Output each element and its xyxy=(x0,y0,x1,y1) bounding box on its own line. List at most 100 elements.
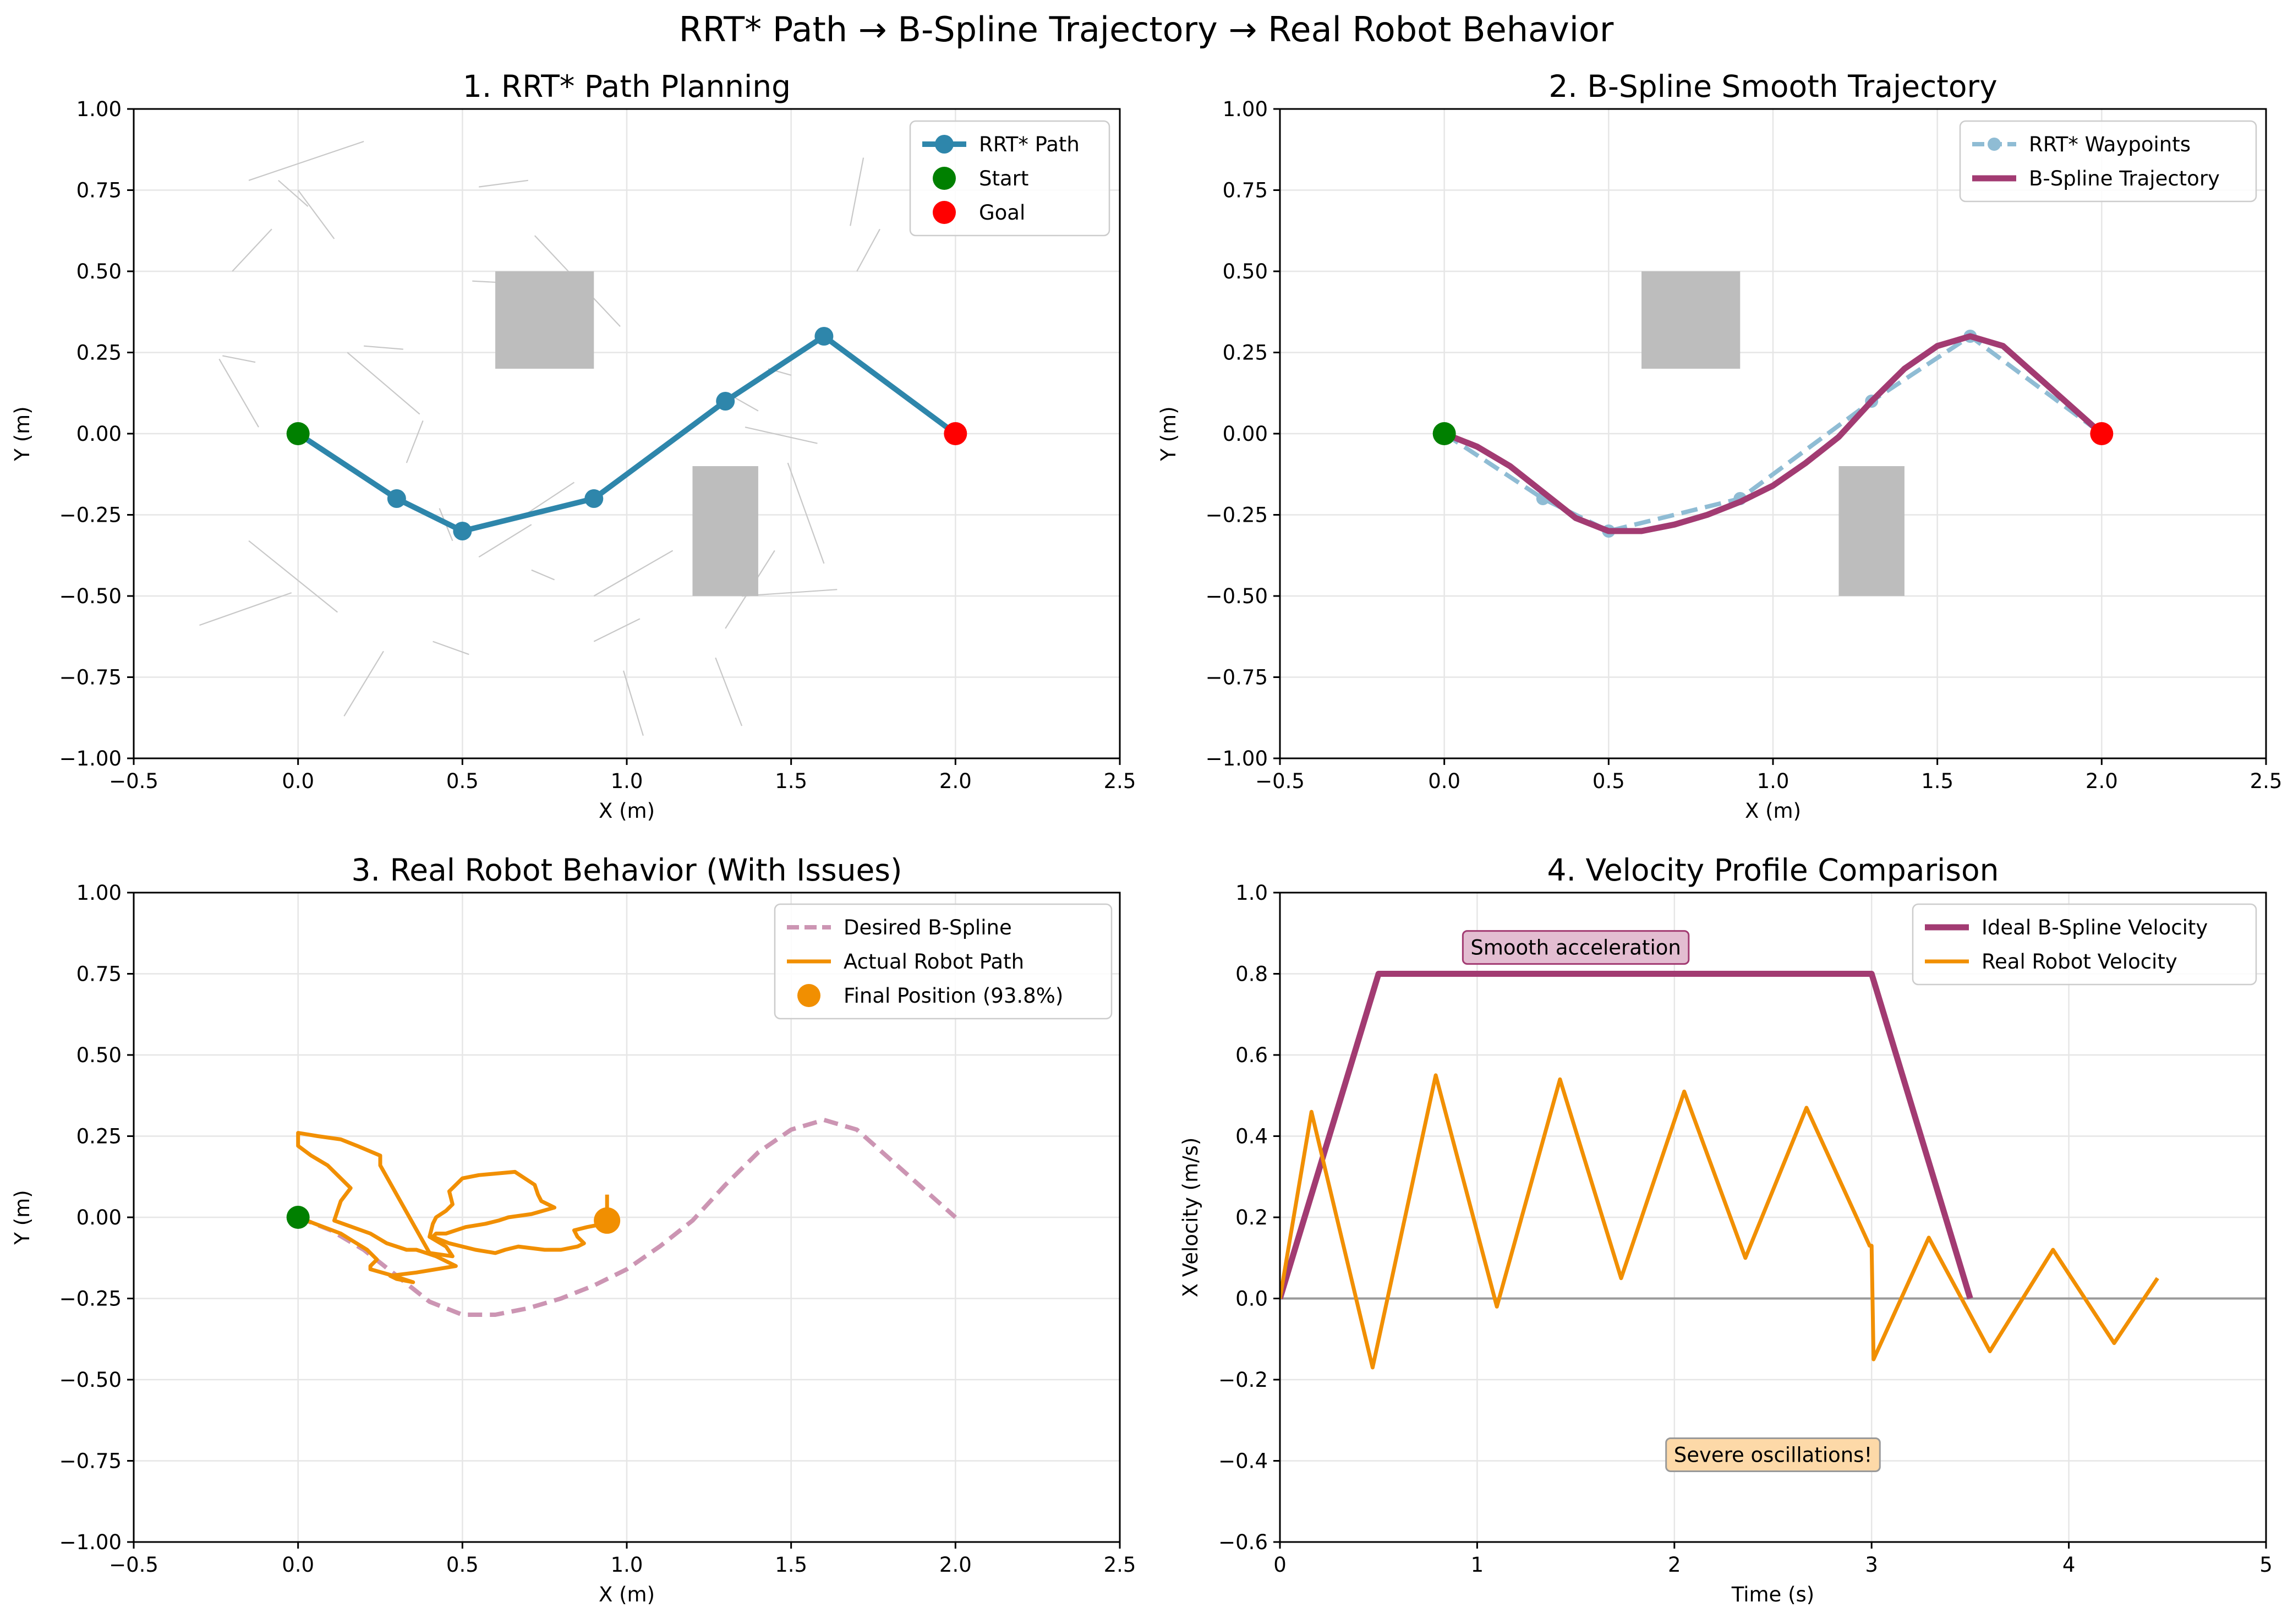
y-tick-label: 1.00 xyxy=(76,97,122,121)
tree-edge xyxy=(278,179,309,207)
data-point xyxy=(453,522,472,540)
y-tick-label: −0.2 xyxy=(1218,1368,1268,1392)
legend: RRT* Path Start Goal xyxy=(909,120,1110,237)
data-point xyxy=(814,327,834,346)
legend-label: Actual Robot Path xyxy=(844,950,1024,974)
plot-area xyxy=(1280,971,2266,1370)
x-tick-label: 1 xyxy=(1471,1553,1484,1577)
annotation: Smooth acceleration xyxy=(1470,936,1681,960)
legend-label: RRT* Path xyxy=(979,133,1080,156)
legend-label: Final Position (93.8%) xyxy=(844,984,1063,1008)
y-tick-label: −0.50 xyxy=(1206,584,1268,608)
y-tick-label: −1.00 xyxy=(59,1530,122,1554)
y-tick-label: −0.25 xyxy=(1206,504,1268,527)
tree-edge xyxy=(735,397,759,412)
tree-edge xyxy=(343,650,384,717)
y-tick-label: 0.00 xyxy=(76,1206,122,1229)
legend-frame xyxy=(909,120,1110,237)
x-tick-label: 2.5 xyxy=(2250,769,2283,793)
tree-edge xyxy=(715,657,743,726)
series-line xyxy=(1443,333,2104,534)
legend-label: Start xyxy=(979,167,1028,190)
x-tick-label: 1.5 xyxy=(775,769,807,793)
panel-title: 1. RRT* Path Planning xyxy=(463,69,791,104)
legend-marker xyxy=(935,135,954,154)
data-point xyxy=(387,489,406,508)
plot-area xyxy=(286,1118,957,1317)
x-tick-label: 1.0 xyxy=(611,1553,643,1577)
series-line xyxy=(1280,1073,2159,1370)
y-tick-label: 1.00 xyxy=(1223,97,1268,121)
series-line xyxy=(296,1131,609,1284)
y-tick-label: 0.4 xyxy=(1235,1125,1268,1149)
x-tick-label: 2.0 xyxy=(2086,769,2118,793)
x-tick-label: 2.0 xyxy=(939,769,972,793)
y-tick-label: −0.75 xyxy=(59,666,122,690)
tree-edge xyxy=(479,179,528,188)
tree-edge xyxy=(364,345,403,350)
data-point xyxy=(1432,422,1456,445)
tree-edge xyxy=(199,592,292,626)
x-tick-label: 2.5 xyxy=(1104,1553,1136,1577)
data-point xyxy=(286,422,310,445)
y-tick-label: −0.6 xyxy=(1218,1530,1268,1554)
y-tick-label: 0.50 xyxy=(76,1043,122,1067)
x-tick-label: 3 xyxy=(1865,1553,1878,1577)
data-point xyxy=(2090,422,2114,445)
panel-4: Smooth acceleration Severe oscillations! 0… xyxy=(1179,852,2273,1606)
tree-edge xyxy=(248,540,338,613)
tree-edge xyxy=(406,420,424,463)
legend-frame xyxy=(1959,120,2257,203)
y-tick-label: −1.00 xyxy=(59,747,122,770)
x-tick-label: −0.5 xyxy=(1255,769,1305,793)
tree-edge xyxy=(850,157,864,226)
x-tick-label: 0.0 xyxy=(282,1553,314,1577)
legend-label: Goal xyxy=(979,201,1025,225)
y-axis-label: Y (m) xyxy=(10,1190,34,1245)
x-tick-label: 1.0 xyxy=(611,769,643,793)
tree-edge xyxy=(593,550,674,597)
y-tick-label: 0.00 xyxy=(76,422,122,446)
y-tick-label: −0.25 xyxy=(59,504,122,527)
x-axis-label: X (m) xyxy=(599,1583,655,1606)
x-axis-label: X (m) xyxy=(1745,799,1801,823)
tree-edge xyxy=(222,355,256,363)
tree-edge xyxy=(593,618,641,642)
legend-label: RRT* Waypoints xyxy=(2029,133,2191,156)
legend-label: Real Robot Velocity xyxy=(1982,950,2177,974)
legend: Desired B-Spline Actual Robot Path Final P… xyxy=(774,903,1113,1020)
x-tick-label: 1.5 xyxy=(1921,769,1953,793)
obstacle xyxy=(1641,271,1741,369)
tree-edge xyxy=(524,482,575,516)
x-tick-label: 1.0 xyxy=(1757,769,1789,793)
panel-title: 4. Velocity Profile Comparison xyxy=(1547,852,1999,888)
annotation-box xyxy=(1665,1437,1881,1472)
tree-edge xyxy=(745,426,818,444)
x-tick-label: 0.0 xyxy=(282,769,314,793)
x-tick-label: 0.5 xyxy=(446,1553,479,1577)
x-tick-label: 2 xyxy=(1668,1553,1681,1577)
y-tick-label: 0.25 xyxy=(76,1125,122,1149)
y-tick-label: 0.75 xyxy=(76,179,122,203)
tree-edge xyxy=(232,228,272,272)
legend-label: B-Spline Trajectory xyxy=(2029,167,2220,190)
legend-marker xyxy=(1988,138,2001,151)
legend-label: Desired B-Spline xyxy=(844,916,1012,939)
y-tick-label: 1.00 xyxy=(76,881,122,905)
legend-label: Ideal B-Spline Velocity xyxy=(1982,916,2208,939)
y-tick-label: 0.25 xyxy=(76,341,122,365)
x-axis-label: X (m) xyxy=(599,799,655,823)
x-axis-label: Time (s) xyxy=(1731,1583,1814,1606)
y-tick-label: −0.50 xyxy=(59,1368,122,1392)
y-tick-label: 0.75 xyxy=(76,963,122,986)
panel-title: 2. B-Spline Smooth Trajectory xyxy=(1548,69,1997,104)
x-tick-label: 4 xyxy=(2062,1553,2076,1577)
panel-1: −0.5 0.0 0.5 1.0 1.5 2.0 2.5 −1.00 −0.75 −0.50 −0.… xyxy=(10,69,1136,823)
y-tick-label: −0.4 xyxy=(1218,1450,1268,1473)
y-tick-label: −0.75 xyxy=(59,1450,122,1473)
y-tick-label: −0.75 xyxy=(1206,666,1268,690)
legend-marker xyxy=(797,984,820,1007)
x-tick-label: 2.5 xyxy=(1104,769,1136,793)
obstacle xyxy=(1838,466,1905,596)
y-tick-label: 0.0 xyxy=(1235,1287,1268,1311)
